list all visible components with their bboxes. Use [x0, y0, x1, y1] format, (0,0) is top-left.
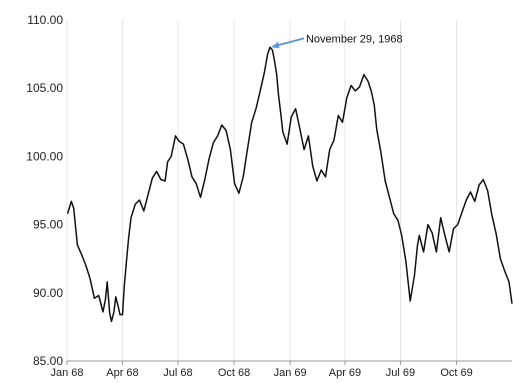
series-line	[66, 46, 513, 323]
x-axis-ticks: Jan 68 Apr 68 Jul 68 Oct 68 Jan 69 Apr 69 Jul …	[50, 361, 473, 379]
y-tick-label: 90.00	[33, 286, 63, 300]
y-tick-label: 85.00	[33, 354, 63, 368]
annotation-label: November 29, 1968	[306, 33, 403, 45]
x-tick-label: Jul 68	[163, 367, 192, 379]
x-tick-label: Apr 69	[329, 367, 361, 379]
y-tick-label: 105.00	[26, 81, 63, 95]
x-tick-label: Jan 68	[50, 367, 83, 379]
y-tick-label: 95.00	[33, 218, 63, 232]
annotation-arrowhead	[270, 41, 280, 49]
x-tick-label: Oct 69	[440, 367, 472, 379]
y-tick-label: 100.00	[26, 149, 63, 163]
y-axis-ticks: 85.00 90.00 95.00 100.00 105.00 110.00	[26, 13, 63, 368]
y-tick-label: 110.00	[27, 13, 63, 27]
x-tick-label: Oct 68	[218, 367, 250, 379]
x-tick-label: Jan 69	[274, 367, 307, 379]
x-tick-label: Jul 69	[386, 367, 415, 379]
gridlines	[66, 20, 458, 361]
annotation-arrow	[275, 37, 305, 47]
x-tick-label: Apr 68	[106, 367, 138, 379]
